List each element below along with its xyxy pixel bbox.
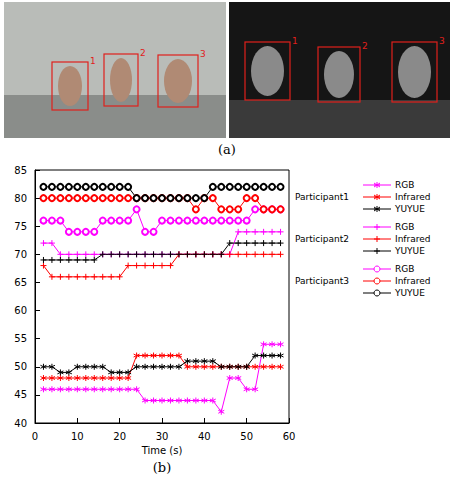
svg-text:1: 1 xyxy=(292,36,298,46)
svg-text:20: 20 xyxy=(113,431,126,442)
svg-text:RGB: RGB xyxy=(395,264,414,274)
svg-text:Participant1: Participant1 xyxy=(295,192,349,202)
svg-text:RGB: RGB xyxy=(395,180,414,190)
svg-text:Infrared: Infrared xyxy=(395,234,431,244)
svg-text:1: 1 xyxy=(90,56,96,66)
svg-text:70: 70 xyxy=(14,249,27,260)
svg-text:2: 2 xyxy=(362,41,368,51)
svg-text:Infrared: Infrared xyxy=(395,192,431,202)
svg-text:YUYUE: YUYUE xyxy=(394,246,425,256)
svg-text:Participant2: Participant2 xyxy=(295,234,349,244)
svg-text:(a): (a) xyxy=(218,142,236,157)
svg-text:3: 3 xyxy=(200,49,206,59)
svg-text:10: 10 xyxy=(71,431,84,442)
svg-text:60: 60 xyxy=(283,431,296,442)
svg-text:YUYUE: YUYUE xyxy=(394,204,425,214)
svg-text:0: 0 xyxy=(32,431,38,442)
svg-text:85: 85 xyxy=(14,165,27,176)
svg-text:RGB: RGB xyxy=(395,222,414,232)
svg-text:80: 80 xyxy=(14,193,27,204)
svg-text:50: 50 xyxy=(14,361,27,372)
svg-text:2: 2 xyxy=(140,48,146,58)
svg-text:YUYUE: YUYUE xyxy=(394,288,425,298)
svg-text:65: 65 xyxy=(14,277,27,288)
svg-text:Time (s): Time (s) xyxy=(141,445,183,456)
svg-text:Participant3: Participant3 xyxy=(295,276,349,286)
svg-text:45: 45 xyxy=(14,389,27,400)
svg-text:55: 55 xyxy=(14,333,27,344)
svg-text:30: 30 xyxy=(156,431,169,442)
svg-text:60: 60 xyxy=(14,305,27,316)
svg-text:50: 50 xyxy=(240,431,253,442)
svg-text:3: 3 xyxy=(439,36,445,46)
svg-text:40: 40 xyxy=(198,431,211,442)
svg-text:(b): (b) xyxy=(153,460,171,475)
svg-text:Infrared: Infrared xyxy=(395,276,431,286)
svg-text:40: 40 xyxy=(14,418,27,429)
svg-text:75: 75 xyxy=(14,221,27,232)
